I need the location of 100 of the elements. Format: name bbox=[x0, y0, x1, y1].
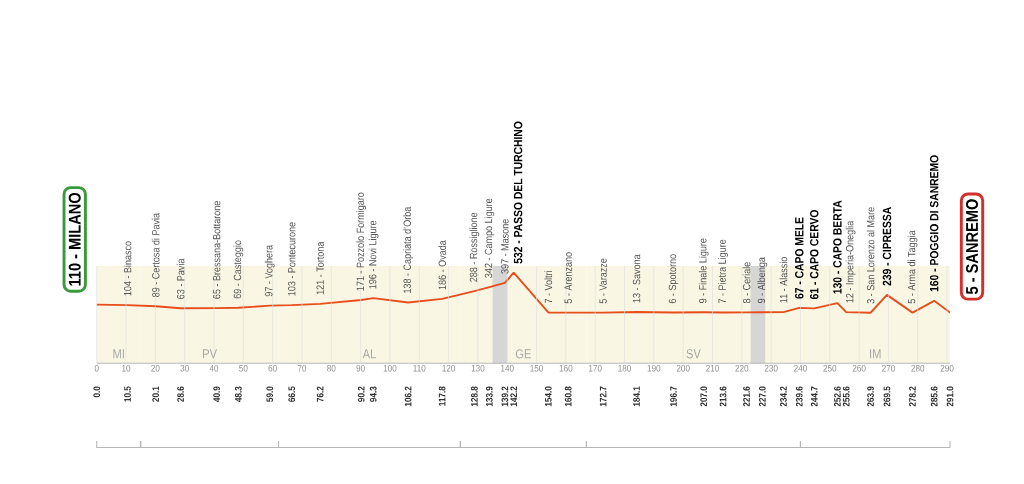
data-label: 103 - Pontecurone bbox=[287, 222, 296, 296]
data-label: 6 - Spotorno bbox=[668, 254, 679, 304]
x2-tick-label: 28.6 bbox=[177, 386, 184, 402]
x-tick-label: 10 bbox=[122, 364, 131, 372]
x-tick-label: 20 bbox=[151, 364, 160, 372]
data-label: 7 - Voltri bbox=[544, 270, 553, 304]
data-label: 5 - SANREMO bbox=[965, 199, 979, 295]
x2-tick-label: 90.2 bbox=[357, 386, 365, 402]
x2-tick-label: 139.2 bbox=[501, 386, 509, 407]
x2-tick-label: 263.9 bbox=[867, 386, 874, 407]
x2-tick-label: 255.6 bbox=[842, 386, 850, 407]
x-tick-label: 180 bbox=[618, 364, 632, 372]
data-label: 9 - Finale Ligure bbox=[698, 238, 709, 303]
x2-tick-label: 59.0 bbox=[266, 386, 274, 402]
data-label: 12 - Imperia-Oneglia bbox=[845, 220, 856, 303]
data-label: 160 - POGGIO DI SANREMO bbox=[929, 155, 939, 292]
x2-tick-label: 0.0 bbox=[93, 386, 101, 398]
x-tick-label: 230 bbox=[764, 364, 778, 372]
x2-tick-label: 196.7 bbox=[670, 386, 677, 407]
x-tick-label: 220 bbox=[735, 364, 749, 372]
x2-tick-label: 10.5 bbox=[124, 386, 131, 402]
band-label: MI bbox=[113, 349, 124, 359]
x2-tick-label: 172.7 bbox=[599, 386, 607, 407]
x2-tick-label: 133.9 bbox=[485, 386, 493, 407]
band-label: GE bbox=[515, 349, 531, 359]
x2-tick-label: 66.5 bbox=[288, 386, 296, 402]
x2-tick-label: 207.0 bbox=[700, 386, 708, 407]
x-tick-label: 210 bbox=[706, 364, 719, 372]
x-tick-label: 290 bbox=[940, 364, 954, 372]
x2-tick-label: 160.8 bbox=[564, 386, 572, 407]
x2-tick-label: 48.3 bbox=[234, 386, 242, 402]
x2-tick-label: 221.6 bbox=[743, 386, 750, 407]
x2-tick-label: 269.5 bbox=[883, 386, 891, 407]
x2-tick-label: 213.6 bbox=[719, 386, 727, 407]
x2-tick-label: 239.6 bbox=[795, 386, 803, 407]
x-tick-label: 240 bbox=[794, 364, 807, 372]
band-label: SV bbox=[686, 349, 701, 359]
data-label: 288 - Rossiglione bbox=[469, 212, 480, 282]
data-label: 397 - Masone bbox=[501, 219, 509, 274]
x-tick-label: 270 bbox=[882, 364, 895, 372]
data-label: 3 - San Lorenzo al Mare bbox=[866, 207, 875, 304]
data-label: 532 - PASSO DEL TURCHINO bbox=[513, 121, 523, 264]
data-label: 5 - Arenzano bbox=[564, 252, 572, 304]
x2-tick-label: 285.6 bbox=[930, 386, 938, 407]
data-label: 61 - CAPO CERVO bbox=[809, 210, 819, 300]
data-label: 5 - Varazze bbox=[599, 258, 607, 304]
band-label: AL bbox=[362, 349, 376, 359]
x2-tick-label: 128.8 bbox=[471, 386, 478, 407]
x2-tick-label: 94.3 bbox=[369, 386, 377, 402]
x-tick-label: 50 bbox=[239, 364, 248, 372]
data-label: 7 - Pietra Ligure bbox=[718, 239, 728, 304]
data-label: 239 - CIPRESSA bbox=[882, 207, 892, 286]
data-label: 63 - Pavia bbox=[176, 258, 185, 299]
data-label: 9 - Albenga bbox=[757, 257, 768, 303]
data-label: 130 - CAPO BERTA bbox=[833, 200, 842, 294]
data-label: 342 - Campo Ligure bbox=[484, 198, 495, 278]
data-label: 104 - Binasco bbox=[123, 241, 132, 296]
x-tick-label: 30 bbox=[180, 364, 189, 372]
x-tick-label: 190 bbox=[647, 364, 661, 372]
x2-tick-label: 244.7 bbox=[810, 386, 818, 407]
x-tick-label: 70 bbox=[297, 364, 307, 372]
x-tick-label: 100 bbox=[383, 364, 397, 372]
x2-tick-label: 117.8 bbox=[438, 386, 446, 406]
x-tick-label: 260 bbox=[852, 364, 866, 372]
data-label: 11 - Alassio bbox=[779, 257, 788, 303]
data-label: 110 - MILANO bbox=[68, 192, 81, 286]
band-label: PV bbox=[203, 349, 217, 359]
data-label: 69 - Casteggio bbox=[233, 240, 244, 299]
x-tick-label: 160 bbox=[559, 364, 573, 372]
x-tick-label: 110 bbox=[413, 364, 426, 372]
data-label: 5 - Arma di Taggia bbox=[907, 230, 918, 304]
x2-tick-label: 40.9 bbox=[213, 386, 220, 402]
data-label: 196 - Novi Ligure bbox=[368, 220, 379, 289]
data-label: 13 - Savona bbox=[632, 254, 641, 303]
x-tick-label: 140 bbox=[501, 364, 514, 372]
x-tick-label: 40 bbox=[209, 364, 219, 372]
x2-tick-label: 252.6 bbox=[834, 386, 841, 407]
x2-tick-label: 234.2 bbox=[780, 386, 787, 407]
x2-tick-label: 184.1 bbox=[633, 386, 640, 407]
x-tick-label: 280 bbox=[911, 364, 925, 372]
x-tick-label: 60 bbox=[268, 364, 277, 372]
data-label: 121 - Tortona bbox=[316, 241, 324, 295]
x2-tick-label: 76.2 bbox=[316, 386, 324, 402]
x2-tick-label: 227.0 bbox=[758, 386, 766, 407]
x2-tick-label: 278.2 bbox=[909, 386, 916, 407]
x-tick-label: 80 bbox=[327, 364, 336, 372]
data-label: 89 - Certosa di Pavia bbox=[151, 212, 160, 297]
data-label: 171 - Pozzolo Formigaro bbox=[356, 192, 367, 291]
x-tick-label: 130 bbox=[471, 364, 485, 372]
x-tick-label: 170 bbox=[589, 364, 602, 372]
data-label: 8 - Ceriale bbox=[742, 262, 751, 304]
data-label: 97 - Voghera bbox=[264, 244, 275, 297]
band-label: IM bbox=[870, 349, 881, 359]
x-tick-label: 250 bbox=[823, 364, 837, 372]
x-tick-label: 90 bbox=[356, 364, 365, 372]
x2-tick-label: 142.2 bbox=[510, 386, 517, 407]
x-tick-label: 150 bbox=[530, 364, 544, 372]
x-tick-label: 200 bbox=[676, 364, 690, 372]
x2-tick-label: 20.1 bbox=[152, 386, 159, 402]
data-label: 65 - Bressana-Bottarone bbox=[212, 201, 221, 299]
